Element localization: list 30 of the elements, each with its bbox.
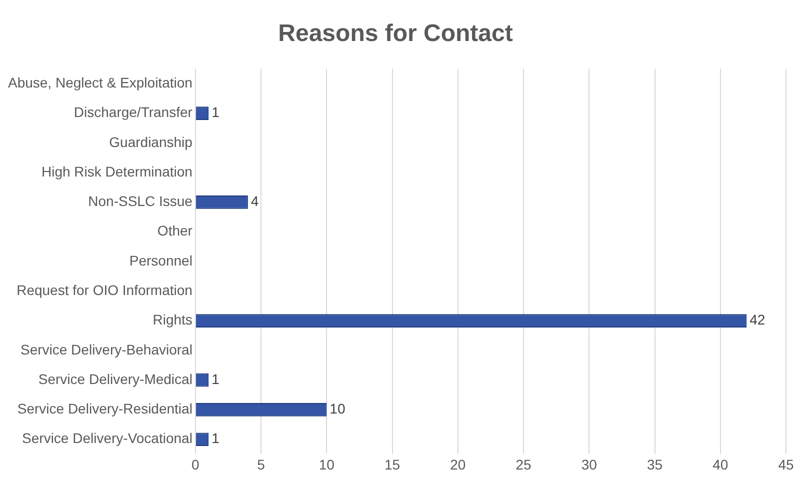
y-tick-label: Non-SSLC Issue: [88, 193, 193, 210]
y-tick-label: Personnel: [129, 252, 192, 268]
y-tick-label: Guardianship: [109, 134, 193, 150]
x-tick-label: 40: [712, 456, 728, 472]
x-tick-label: 30: [581, 456, 598, 472]
y-tick-label: Service Delivery-Vocational: [22, 430, 192, 446]
y-tick-label: Rights: [152, 312, 192, 328]
data-label: 1: [212, 370, 220, 387]
x-tick-label: 15: [384, 456, 400, 472]
y-tick-label: Service Delivery-Residential: [17, 400, 192, 417]
y-tick-label: Service Delivery-Behavioral: [20, 341, 192, 358]
x-tick-label: 35: [646, 456, 663, 472]
x-tick-label: 20: [450, 456, 466, 472]
data-label: 42: [750, 312, 766, 328]
y-tick-label: Abuse, Neglect & Exploitation: [8, 74, 192, 90]
x-tick-label: 10: [318, 456, 335, 472]
x-tick-label: 25: [516, 456, 532, 472]
y-tick-label: Discharge/Transfer: [74, 104, 193, 120]
data-label: 1: [212, 430, 220, 446]
y-tick-label: High Risk Determination: [41, 163, 192, 180]
x-tick-label: 5: [257, 456, 266, 472]
data-label: 1: [212, 104, 220, 120]
x-tick-label: 0: [192, 456, 200, 472]
data-label: 4: [250, 193, 259, 210]
y-tick-label: Request for OIO Information: [16, 282, 192, 298]
data-label: 10: [330, 400, 346, 417]
y-tick-label: Service Delivery-Medical: [38, 370, 192, 387]
chart-title: Reasons for Contact: [278, 20, 513, 48]
y-tick-label: Other: [157, 222, 193, 239]
x-tick-label: 45: [778, 456, 794, 472]
